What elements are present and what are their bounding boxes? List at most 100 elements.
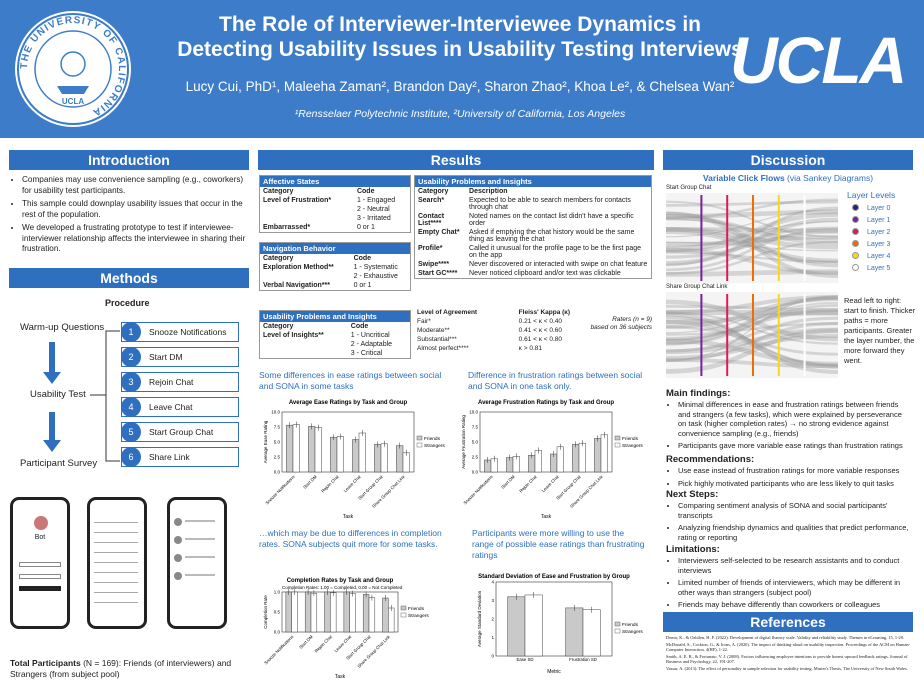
legend-item: Layer 0 — [852, 203, 890, 215]
table-row: Embarrassed* 0 or 1 — [260, 223, 410, 232]
table-cell — [260, 205, 354, 214]
poster-header: THE UNIVERSITY OF CALIFORNIA UCLA The Ro… — [0, 0, 924, 138]
insights-table: Usability Problems and Insights Category… — [259, 310, 411, 359]
table-cell: Almost perfect**** — [414, 344, 516, 353]
x-tick-label: Leave Chat — [343, 474, 363, 494]
y-tick-label: 10.0 — [469, 410, 478, 415]
university-seal: THE UNIVERSITY OF CALIFORNIA UCLA — [12, 8, 134, 130]
table-cell — [260, 272, 351, 281]
table-row: 3 - Critical — [260, 349, 410, 358]
legend-swatch — [615, 436, 620, 440]
task-number: 1 — [121, 322, 141, 342]
bar-friends — [508, 597, 525, 656]
y-axis-label: Completion Rate — [263, 595, 268, 629]
x-tick-label: Leave Chat — [333, 634, 353, 654]
y-tick-label: 10.0 — [271, 410, 280, 415]
chart-title: Standard Deviation of Ease and Frustrati… — [478, 574, 630, 580]
completion-chart: Completion Rates by Task and Group Comple… — [256, 574, 456, 684]
list-item: Use ease instead of frustration ratings … — [678, 466, 912, 476]
chart-title: Completion Rates by Task and Group — [287, 578, 394, 584]
legend-label: Layer 1 — [867, 217, 890, 224]
bar-friends — [396, 446, 403, 472]
svg-text:UCLA: UCLA — [62, 97, 84, 106]
task-bracket — [90, 330, 122, 462]
table-header: Category — [415, 187, 466, 196]
legend-label: Strangers — [424, 443, 445, 449]
table-cell: κ > 0.81 — [516, 344, 604, 353]
legend-item: Layer 3 — [852, 239, 890, 251]
title-line-2: Detecting Usability Issues in Usability … — [170, 37, 750, 62]
references-list: Demir, K., & Ozbilen, H. F. (2022). Deve… — [666, 635, 914, 673]
ucla-logo: UCLA — [730, 22, 905, 98]
table-cell: Expected to be able to search members fo… — [466, 196, 651, 212]
reference-item: Demir, K., & Ozbilen, H. F. (2022). Deve… — [666, 635, 914, 641]
task-number: 5 — [121, 422, 141, 442]
bar-strangers — [525, 595, 542, 656]
bar-friends — [330, 437, 337, 472]
legend-swatch — [615, 443, 620, 447]
x-tick-label: Ease SD — [517, 657, 534, 662]
table-cell: Level of Frustration* — [260, 196, 354, 205]
bar-strangers — [350, 594, 356, 632]
table-cell: 1 - Systematic — [351, 263, 410, 272]
table-cell: 0 or 1 — [354, 223, 410, 232]
caption-completion: …which may be due to differences in comp… — [259, 528, 449, 550]
x-tick-label: Share Group Chat Link — [356, 634, 391, 669]
list-item: Minimal differences in ease and frustrat… — [678, 400, 912, 438]
x-axis-label: Metric — [547, 669, 561, 675]
bar-strangers — [311, 593, 317, 632]
layers-title: Layer Levels — [847, 190, 895, 200]
y-tick-label: 1 — [491, 635, 494, 640]
table-cell: Start GC**** — [415, 269, 466, 278]
authors: Lucy Cui, PhD¹, Maleeha Zaman², Brandon … — [160, 79, 760, 94]
bar-strangers — [381, 444, 388, 472]
participants-summary: Total Participants (N = 169): Friends (o… — [10, 658, 250, 680]
procedure-title: Procedure — [105, 298, 150, 308]
legend-label: Layer 5 — [867, 265, 890, 272]
x-axis-label: Task — [541, 514, 552, 520]
bar-strangers — [359, 433, 366, 472]
legend-dot-icon — [852, 252, 859, 259]
table-cell: Verbal Navigation*** — [260, 281, 351, 290]
legend-dot-icon — [852, 216, 859, 223]
task-label: Rejoin Chat — [149, 377, 193, 387]
bar-strangers — [601, 435, 608, 472]
y-tick-label: 0.0 — [274, 630, 281, 635]
bar-friends — [363, 594, 369, 632]
discussion-heading: Discussion — [663, 150, 913, 170]
list-item: Limited number of friends of interviewer… — [678, 578, 912, 597]
table-cell: Never noticed clipboard and/or text was … — [466, 269, 651, 278]
table-row: Moderate** 0.41 < κ < 0.60 — [414, 326, 604, 335]
recommendations-heading: Recommendations: — [666, 454, 754, 465]
sankey-2-label: Share Group Chat Link — [666, 284, 727, 290]
table-row: Substantial*** 0.61 < κ < 0.80 — [414, 335, 604, 344]
table-row: Exploration Method** 1 - Systematic — [260, 263, 410, 272]
y-tick-label: 7.5 — [472, 425, 479, 430]
bullet-list: Minimal differences in ease and frustrat… — [666, 400, 912, 454]
bar-strangers — [293, 425, 300, 472]
table-cell: Empty Chat* — [415, 228, 466, 244]
sankey-title: Variable Click Flows (via Sankey Diagram… — [663, 173, 913, 183]
list-item: We developed a frustrating prototype to … — [22, 223, 248, 255]
y-tick-label: 2.5 — [274, 455, 281, 460]
table-cell: Profile* — [415, 244, 466, 260]
y-tick-label: 2 — [491, 617, 494, 622]
y-tick-label: 4 — [491, 580, 494, 585]
bullet-list: Interviewers self-selected to be researc… — [666, 556, 912, 613]
x-tick-label: Frustration SD — [569, 657, 597, 662]
bar-friends — [566, 608, 583, 656]
table-header: Code — [348, 322, 410, 331]
task-label: Leave Chat — [149, 402, 192, 412]
legend-item: Layer 2 — [852, 227, 890, 239]
legend-dot-icon — [852, 240, 859, 247]
intro-bullets: Companies may use convenience sampling (… — [10, 175, 248, 258]
bar-friends — [305, 592, 311, 632]
table-cell: Noted names on the contact list didn't h… — [466, 212, 651, 228]
table-cell: Asked if emptying the chat history would… — [466, 228, 651, 244]
table-row: Swipe**** Never discovered or interacted … — [415, 260, 651, 269]
bar-friends — [352, 440, 359, 472]
legend-swatch — [615, 629, 620, 633]
reference-item: Smith, A. E. R., & Fortunato, V. J. (200… — [666, 654, 914, 665]
plot-area — [282, 592, 398, 632]
legend-swatch — [417, 436, 422, 440]
